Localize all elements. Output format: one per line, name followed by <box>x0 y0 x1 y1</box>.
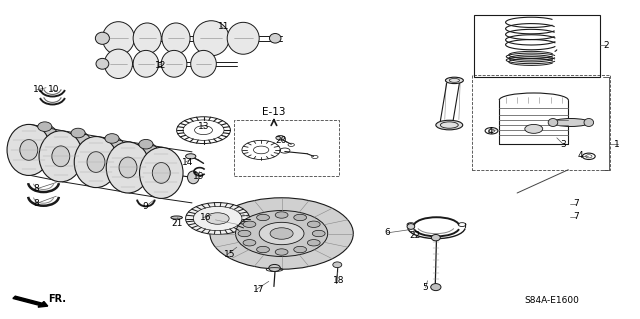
Ellipse shape <box>431 234 440 241</box>
Ellipse shape <box>133 23 161 54</box>
Ellipse shape <box>74 137 118 188</box>
Circle shape <box>259 222 304 245</box>
Ellipse shape <box>162 23 190 54</box>
Ellipse shape <box>436 120 463 130</box>
Ellipse shape <box>87 152 105 172</box>
Circle shape <box>275 249 288 255</box>
Circle shape <box>276 136 285 140</box>
Ellipse shape <box>119 157 137 178</box>
Text: 16: 16 <box>200 213 211 222</box>
Bar <box>474 15 600 77</box>
Text: 15: 15 <box>224 250 236 259</box>
Text: 4: 4 <box>577 151 583 160</box>
Circle shape <box>257 214 269 221</box>
Ellipse shape <box>30 124 60 160</box>
Ellipse shape <box>407 224 415 229</box>
Ellipse shape <box>152 163 170 183</box>
Text: 3: 3 <box>560 140 566 149</box>
Ellipse shape <box>71 128 85 138</box>
Text: S84A-E1600: S84A-E1600 <box>524 296 579 305</box>
Circle shape <box>257 246 269 253</box>
Ellipse shape <box>140 147 183 198</box>
Ellipse shape <box>133 50 159 77</box>
Ellipse shape <box>106 142 150 193</box>
Circle shape <box>238 230 251 237</box>
Ellipse shape <box>431 284 441 291</box>
Text: 6: 6 <box>384 228 390 237</box>
Ellipse shape <box>96 58 109 69</box>
Text: 12: 12 <box>155 61 166 70</box>
Ellipse shape <box>552 118 589 126</box>
Circle shape <box>307 221 320 227</box>
Text: 22: 22 <box>410 231 421 240</box>
Ellipse shape <box>525 124 543 133</box>
Circle shape <box>270 228 293 239</box>
Ellipse shape <box>139 139 153 149</box>
Circle shape <box>186 203 250 234</box>
Text: 10: 10 <box>48 85 60 94</box>
Text: 1: 1 <box>614 140 620 149</box>
Circle shape <box>243 221 256 227</box>
Ellipse shape <box>333 262 342 268</box>
Text: 18: 18 <box>333 276 344 285</box>
Text: 7: 7 <box>573 199 579 208</box>
Ellipse shape <box>105 134 119 143</box>
Text: 9: 9 <box>142 202 148 211</box>
Ellipse shape <box>102 22 134 55</box>
Ellipse shape <box>269 33 281 43</box>
Text: 10: 10 <box>33 85 45 94</box>
Text: 8: 8 <box>33 184 39 193</box>
Ellipse shape <box>227 22 259 54</box>
Circle shape <box>210 198 353 269</box>
Ellipse shape <box>63 131 93 166</box>
Circle shape <box>312 230 325 237</box>
Text: 20: 20 <box>275 136 287 145</box>
Ellipse shape <box>95 32 109 44</box>
Ellipse shape <box>161 50 187 77</box>
Ellipse shape <box>131 142 161 177</box>
Text: 7: 7 <box>573 212 579 221</box>
Circle shape <box>294 246 307 253</box>
Circle shape <box>243 240 256 246</box>
Ellipse shape <box>548 118 558 126</box>
Ellipse shape <box>38 122 52 131</box>
Ellipse shape <box>193 21 229 56</box>
Text: 21: 21 <box>172 219 183 228</box>
Text: 2: 2 <box>603 41 609 50</box>
Text: 11: 11 <box>218 22 229 31</box>
Ellipse shape <box>445 77 463 84</box>
Bar <box>472 75 610 170</box>
Circle shape <box>275 212 288 218</box>
Ellipse shape <box>39 131 83 182</box>
Ellipse shape <box>188 171 199 184</box>
Ellipse shape <box>52 146 70 167</box>
Circle shape <box>307 240 320 246</box>
Ellipse shape <box>269 264 280 271</box>
Ellipse shape <box>104 49 132 78</box>
Circle shape <box>294 214 307 221</box>
Bar <box>234 120 339 176</box>
Text: 17: 17 <box>253 285 264 294</box>
Ellipse shape <box>97 136 127 171</box>
Text: 8: 8 <box>33 199 39 208</box>
Text: 5: 5 <box>422 283 428 292</box>
FancyArrow shape <box>13 296 48 307</box>
Ellipse shape <box>7 124 51 175</box>
Text: 4: 4 <box>488 127 493 136</box>
Ellipse shape <box>191 50 216 77</box>
Ellipse shape <box>171 216 182 219</box>
Ellipse shape <box>20 139 38 160</box>
Text: 19: 19 <box>193 172 205 181</box>
Text: FR.: FR. <box>48 294 66 304</box>
Circle shape <box>186 154 196 159</box>
Text: 13: 13 <box>198 122 210 130</box>
Circle shape <box>206 213 229 224</box>
Circle shape <box>236 211 328 256</box>
Text: E-13: E-13 <box>262 107 285 117</box>
Ellipse shape <box>584 118 594 126</box>
Text: 14: 14 <box>182 158 194 167</box>
